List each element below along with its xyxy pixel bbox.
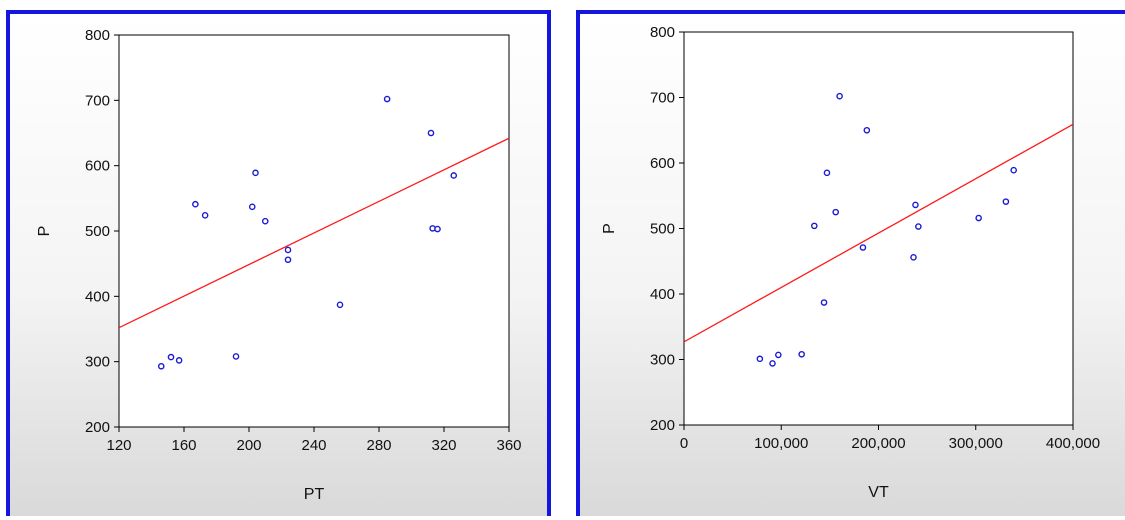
data-point bbox=[910, 254, 917, 261]
data-point bbox=[775, 351, 782, 359]
data-point bbox=[192, 200, 199, 208]
data-point bbox=[252, 169, 259, 177]
plot-area bbox=[683, 31, 1074, 426]
y-tick-label: 300 bbox=[650, 352, 675, 369]
y-tick-label: 300 bbox=[85, 354, 110, 371]
x-tick-label: 200,000 bbox=[851, 435, 905, 452]
data-point bbox=[912, 201, 919, 209]
x-tick-label: 280 bbox=[366, 437, 391, 454]
data-point bbox=[823, 169, 831, 177]
data-point bbox=[261, 217, 269, 225]
y-axis-label: P bbox=[36, 226, 53, 237]
data-point bbox=[975, 214, 982, 222]
data-point bbox=[798, 350, 805, 358]
x-tick-label: 300,000 bbox=[949, 435, 1003, 452]
scatter-plot-vt: 200 300 400 500 600 700 800 0 100,000 200,000 300,… bbox=[601, 24, 1100, 501]
plot-area bbox=[118, 34, 510, 428]
y-tick-label: 700 bbox=[85, 92, 110, 109]
data-point bbox=[811, 222, 818, 230]
chart-panel-pt: 200 300 400 500 600 700 800 120 160 200 240 280 320 3… bbox=[6, 10, 551, 516]
y-tick-label: 400 bbox=[85, 288, 110, 305]
x-tick-label: 360 bbox=[496, 437, 521, 454]
y-tick-label: 200 bbox=[650, 417, 675, 434]
y-tick-label: 500 bbox=[650, 221, 675, 238]
x-tick-label: 200 bbox=[236, 437, 261, 454]
data-point bbox=[832, 208, 840, 216]
x-tick-label: 320 bbox=[431, 437, 456, 454]
data-point bbox=[427, 129, 435, 137]
data-point bbox=[1002, 198, 1010, 205]
data-point bbox=[859, 244, 867, 251]
regression-line bbox=[119, 137, 509, 329]
data-point bbox=[201, 212, 209, 219]
data-point bbox=[336, 301, 344, 309]
x-tick-label: 100,000 bbox=[754, 435, 808, 452]
x-tick-label: 120 bbox=[106, 437, 131, 454]
data-point bbox=[248, 203, 256, 211]
x-tick-label: 0 bbox=[680, 435, 688, 452]
x-axis-label: PT bbox=[304, 486, 325, 503]
x-tick-label: 240 bbox=[301, 437, 326, 454]
data-point bbox=[450, 172, 458, 179]
chart-panel-vt: 200 300 400 500 600 700 800 0 100,000 200,000 300,… bbox=[576, 10, 1125, 516]
data-point bbox=[836, 92, 843, 100]
scatter-plot-pt: 200 300 400 500 600 700 800 120 160 200 240 280 320 3… bbox=[36, 27, 522, 503]
y-tick-label: 600 bbox=[650, 155, 675, 172]
data-point bbox=[232, 353, 240, 360]
x-tick-label: 400,000 bbox=[1046, 435, 1100, 452]
x-axis-label: VT bbox=[868, 484, 889, 501]
data-point bbox=[769, 360, 776, 367]
data-point bbox=[434, 225, 441, 233]
x-tick-label: 160 bbox=[171, 437, 196, 454]
data-point bbox=[915, 223, 922, 230]
y-tick-label: 700 bbox=[650, 90, 675, 107]
y-tick-label: 800 bbox=[85, 27, 110, 44]
y-tick-label: 600 bbox=[85, 158, 110, 175]
data-point bbox=[284, 246, 292, 254]
data-point bbox=[284, 256, 292, 264]
data-point bbox=[167, 353, 175, 361]
data-point bbox=[756, 355, 764, 363]
y-axis-label: P bbox=[601, 223, 618, 234]
data-point bbox=[175, 357, 183, 364]
y-tick-label: 800 bbox=[650, 24, 675, 41]
y-tick-label: 200 bbox=[85, 419, 110, 436]
data-point bbox=[157, 362, 165, 370]
data-point bbox=[383, 95, 391, 103]
y-tick-label: 500 bbox=[85, 223, 110, 240]
y-tick-label: 400 bbox=[650, 286, 675, 303]
data-point bbox=[863, 126, 871, 134]
data-point bbox=[1010, 166, 1017, 174]
data-point bbox=[820, 299, 828, 306]
regression-line bbox=[684, 123, 1073, 343]
